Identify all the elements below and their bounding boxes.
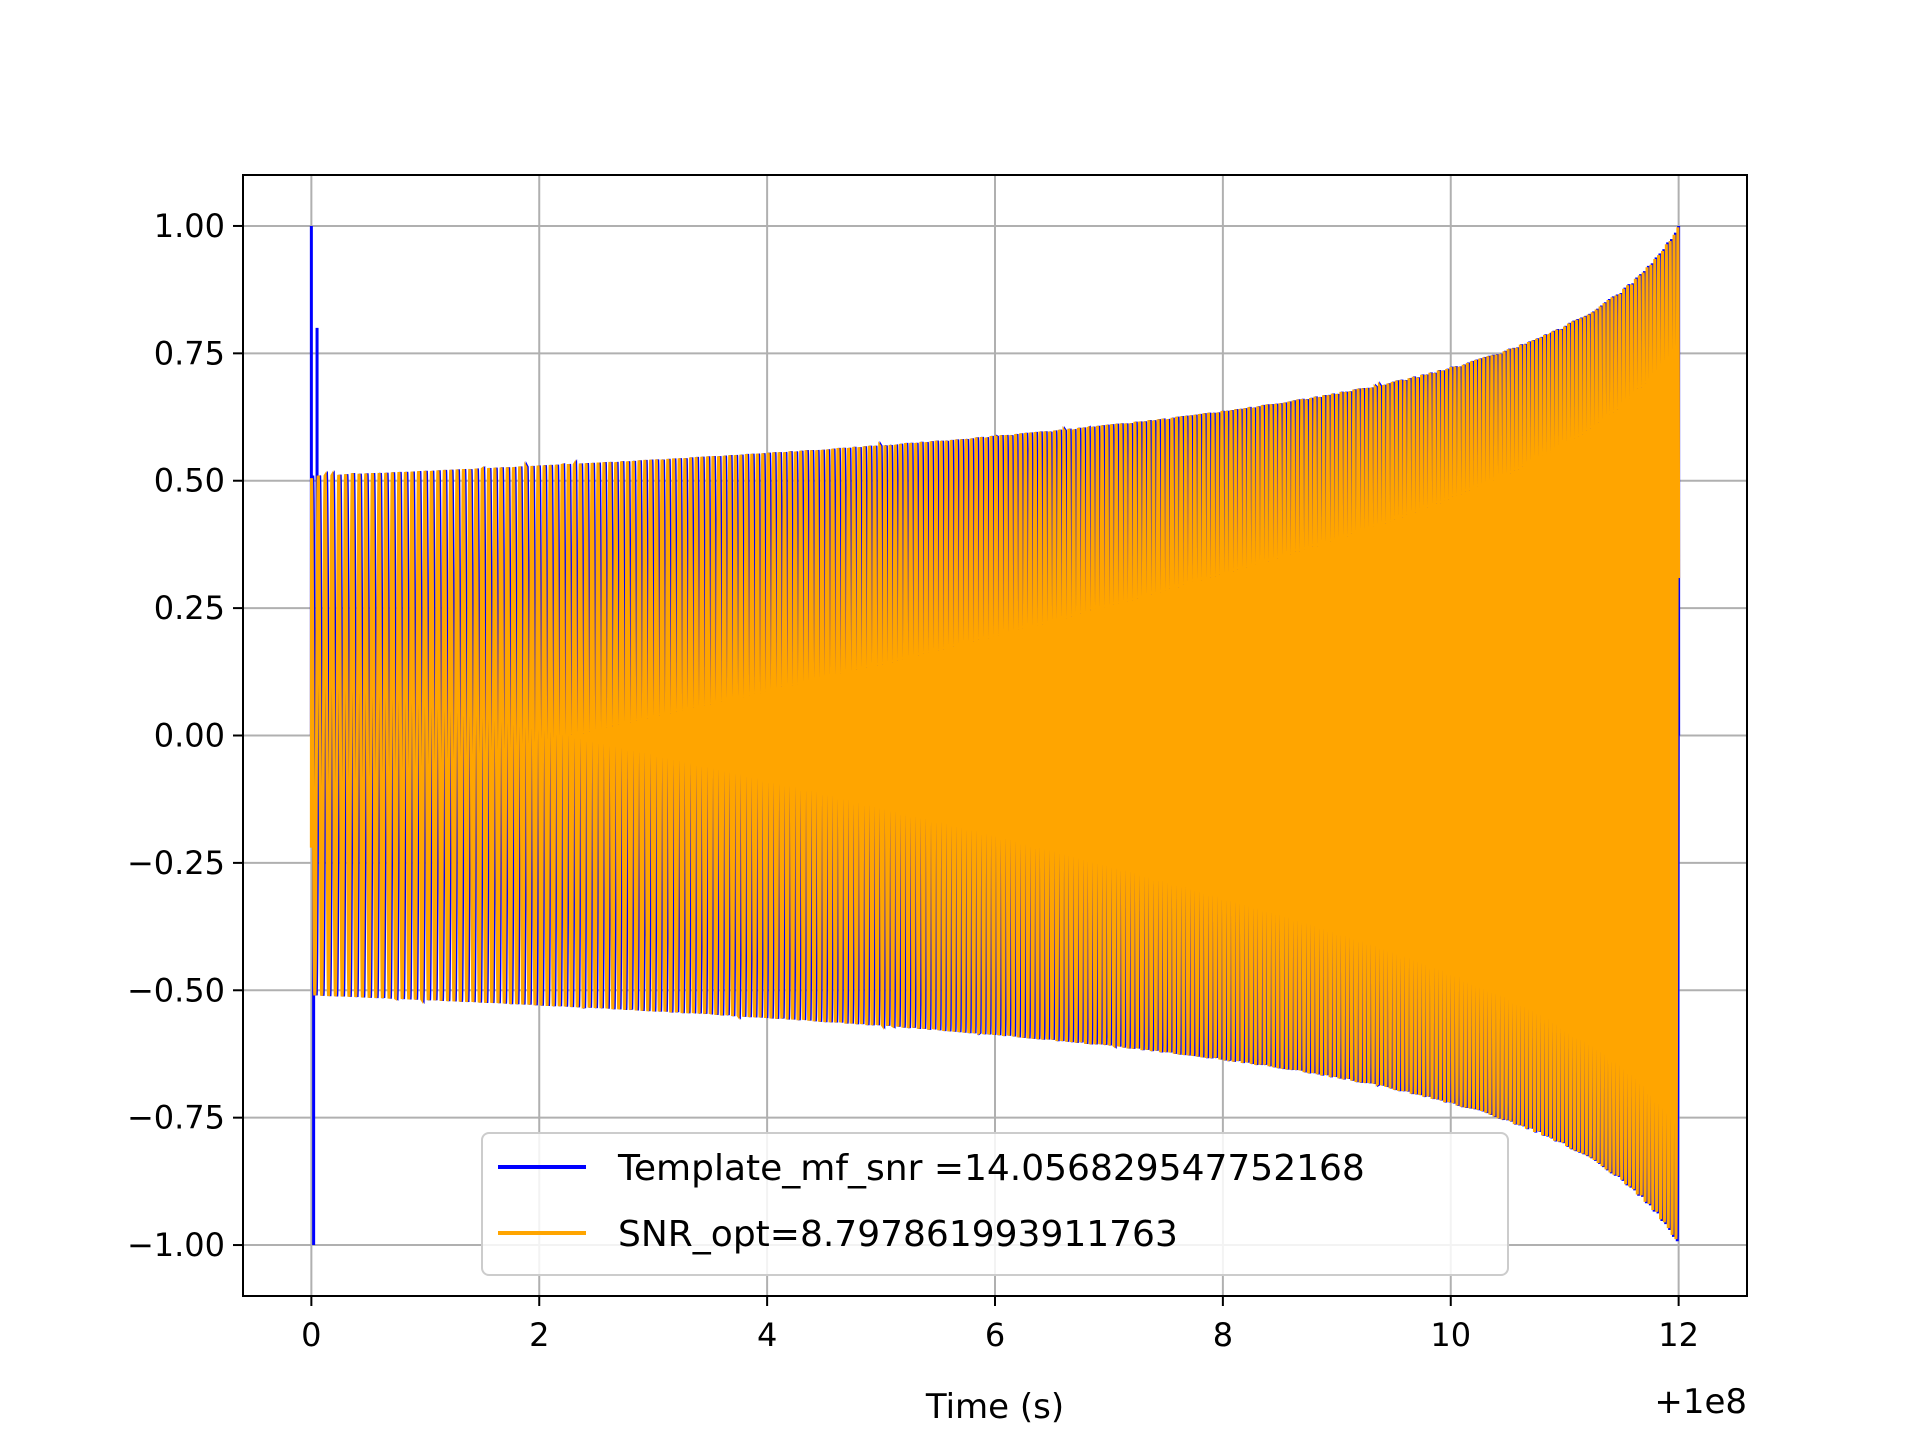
series-layer: [309, 225, 1681, 1246]
legend-label-template: Template_mf_snr =14.056829547752168: [617, 1148, 1365, 1189]
x-offset-label: +1e8: [1654, 1382, 1747, 1422]
tick-labels: 0 2 4 6 8 10 12 1.00 0.75 0.50 0.25 0.00 −0.25 −0.50 −…: [127, 207, 1699, 1354]
x-tick-label: 10: [1430, 1316, 1471, 1354]
y-tick-label: −0.25: [127, 844, 225, 882]
legend-label-snr-opt: SNR_opt=8.797861993911763: [618, 1214, 1178, 1255]
x-tick-label: 2: [529, 1316, 549, 1354]
legend: Template_mf_snr =14.056829547752168 SNR_…: [481, 1132, 1509, 1276]
x-tick-label: 0: [301, 1316, 321, 1354]
series-snr-opt-line: [309, 227, 1681, 1240]
x-axis-label: Time (s): [925, 1387, 1064, 1427]
x-tick-label: 12: [1658, 1316, 1699, 1354]
x-tick-label: 6: [985, 1316, 1005, 1354]
y-tick-label: −0.50: [127, 971, 225, 1009]
y-tick-label: 0.75: [154, 334, 225, 372]
y-tick-label: 1.00: [154, 207, 225, 245]
y-tick-label: 0.00: [154, 717, 225, 755]
y-tick-label: −1.00: [127, 1226, 225, 1264]
ticks: [233, 224, 1680, 1306]
y-tick-label: 0.25: [154, 589, 225, 627]
legend-box: [481, 1132, 1509, 1276]
y-tick-label: 0.50: [154, 462, 225, 500]
x-tick-label: 4: [757, 1316, 777, 1354]
y-tick-label: −0.75: [127, 1099, 225, 1137]
x-tick-label: 8: [1213, 1316, 1233, 1354]
